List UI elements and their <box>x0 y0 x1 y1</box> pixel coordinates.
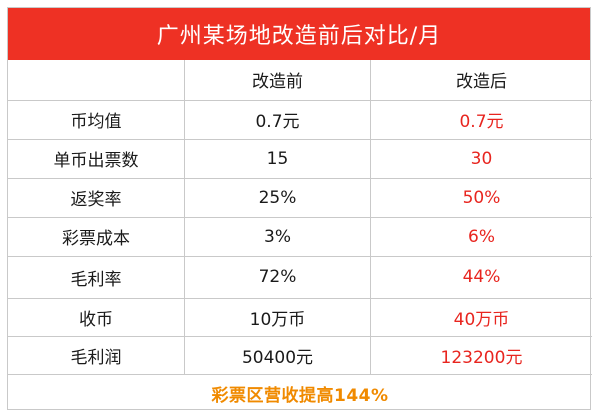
comparison-card: 广州某场地改造前后对比/月 改造前 改造后 币均值 0.7元 0.7元 单币出票… <box>7 7 592 413</box>
row-after-value: 123200元 <box>370 335 592 375</box>
row-before-value: 25% <box>184 177 371 218</box>
row-label: 毛利率 <box>8 255 185 299</box>
comparison-table: 改造前 改造后 币均值 0.7元 0.7元 单币出票数 15 30 返奖率 25… <box>8 60 592 413</box>
header-after: 改造后 <box>370 60 592 101</box>
row-before-value: 72% <box>184 255 371 299</box>
table-row: 收币 10万币 40万币 <box>8 297 592 337</box>
table-row: 毛利率 72% 44% <box>8 255 592 299</box>
row-after-value: 30 <box>370 138 592 179</box>
row-label: 毛利润 <box>8 335 185 375</box>
summary-text: 彩票区营收提高144% <box>8 373 592 413</box>
header-label-cell <box>8 60 185 101</box>
row-label: 币均值 <box>8 99 185 140</box>
row-label: 收币 <box>8 297 185 337</box>
table-row: 返奖率 25% 50% <box>8 177 592 218</box>
row-before-value: 0.7元 <box>184 99 371 140</box>
row-label: 单币出票数 <box>8 138 185 179</box>
row-label: 彩票成本 <box>8 216 185 257</box>
row-label: 返奖率 <box>8 177 185 218</box>
table-header-row: 改造前 改造后 <box>8 60 592 101</box>
row-after-value: 50% <box>370 177 592 218</box>
row-before-value: 15 <box>184 138 371 179</box>
row-after-value: 0.7元 <box>370 99 592 140</box>
header-before: 改造前 <box>184 60 371 101</box>
row-after-value: 40万币 <box>370 297 592 337</box>
table-row: 单币出票数 15 30 <box>8 138 592 179</box>
table-row: 币均值 0.7元 0.7元 <box>8 99 592 140</box>
table-row: 毛利润 50400元 123200元 <box>8 335 592 375</box>
row-before-value: 10万币 <box>184 297 371 337</box>
row-before-value: 50400元 <box>184 335 371 375</box>
row-after-value: 6% <box>370 216 592 257</box>
page-title: 广州某场地改造前后对比/月 <box>8 8 590 60</box>
row-after-value: 44% <box>370 255 592 299</box>
table-row: 彩票成本 3% 6% <box>8 216 592 257</box>
summary-row: 彩票区营收提高144% <box>8 373 592 413</box>
row-before-value: 3% <box>184 216 371 257</box>
